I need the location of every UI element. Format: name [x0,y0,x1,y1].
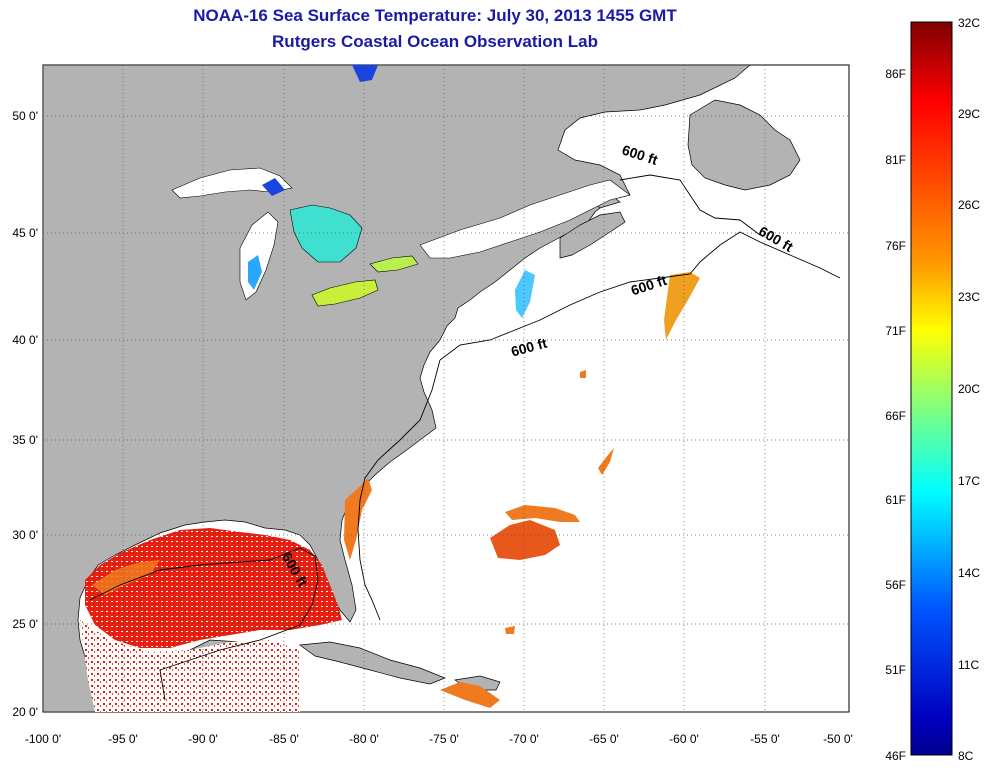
gulf-mexico-orange [92,560,160,595]
celsius-label: 8C [958,749,974,763]
fahrenheit-label: 51F [885,663,906,677]
celsius-label: 32C [958,16,980,30]
x-tick-label: -90 0' [188,732,218,746]
fahrenheit-label: 81F [885,153,906,167]
lake-nipigon-blue [262,178,285,196]
land-nova-scotia [559,211,626,259]
x-tick-label: -60 0' [669,732,699,746]
x-tick-label: -100 0' [25,732,61,746]
lake-huron [289,204,363,263]
lake-erie [311,279,379,307]
gulf-maine-sst [515,270,535,318]
shelf-contours [89,174,841,701]
celsius-label: 29C [958,107,980,121]
shelf-contour-southeast [357,359,441,621]
fahrenheit-label: 46F [885,749,906,763]
celsius-label: 20C [958,382,980,396]
fahrenheit-label: 76F [885,239,906,253]
colorbar-bar [910,21,953,756]
y-tick-label: 40 0' [12,333,38,347]
map-area: 600 ft 600 ft 600 ft 600 ft 600 ft [42,64,850,713]
shelf-contour-labrador [619,174,761,236]
land-cuba [299,641,446,685]
shelf-contour-atlantic [439,231,841,361]
fahrenheit-label: 86F [885,67,906,81]
colorbar-fahrenheit-labels: 86F 81F 76F 71F 66F 61F 56F 51F 46F [885,67,906,763]
celsius-label: 11C [958,658,979,672]
atlantic-sst-florida [344,478,372,560]
fahrenheit-label: 61F [885,493,906,507]
land-newfoundland [687,99,801,191]
x-axis: -100 0' -95 0' -90 0' -85 0' -80 0' -75 … [25,732,853,746]
x-tick-label: -65 0' [589,732,619,746]
x-tick-label: -80 0' [349,732,379,746]
y-tick-label: 30 0' [12,528,38,542]
x-tick-label: -55 0' [750,732,780,746]
gulf-mexico-speckle [80,620,300,712]
fahrenheit-label: 66F [885,409,906,423]
chart-title: NOAA-16 Sea Surface Temperature: July 30… [193,6,677,25]
x-tick-label: -85 0' [269,732,299,746]
colorbar-celsius-labels: 32C 29C 26C 23C 20C 17C 14C 11C 8C [958,16,980,763]
atlantic-sst-ne [664,272,700,340]
y-tick-label: 50 0' [12,109,38,123]
gulf-mexico-sst [85,528,342,648]
y-tick-label: 20 0' [12,705,38,719]
x-tick-label: -50 0' [823,732,853,746]
celsius-label: 26C [958,198,980,212]
shelf-contour-gulf [89,547,319,701]
hudson-blue [352,65,378,82]
chart-subtitle: Rutgers Coastal Ocean Observation Lab [272,32,598,51]
x-tick-label: -70 0' [509,732,539,746]
lake-michigan-sst [248,255,262,290]
y-tick-label: 45 0' [12,226,38,240]
atlantic-sst-streak [598,448,614,475]
fahrenheit-label: 71F [885,324,906,338]
atlantic-sst-bahamas [440,682,500,708]
celsius-label: 17C [958,474,980,488]
fahrenheit-label: 56F [885,578,906,592]
y-tick-label: 35 0' [12,433,38,447]
atlantic-sst-central [490,520,560,560]
gulf-st-lawrence [419,179,631,259]
atlantic-sst-dot1 [505,626,515,634]
land-north-america [42,64,751,713]
colorbar: 32C 29C 26C 23C 20C 17C 14C 11C 8C 86F 8… [885,16,980,763]
celsius-label: 14C [958,566,980,580]
y-tick-label: 25 0' [12,617,38,631]
y-axis: 20 0' 25 0' 30 0' 35 0' 40 0' 45 0' 50 0… [12,109,38,719]
x-tick-label: -95 0' [108,732,138,746]
x-tick-label: -75 0' [429,732,459,746]
atlantic-sst-dot2 [580,370,586,378]
celsius-label: 23C [958,290,980,304]
lake-ontario [369,255,419,273]
